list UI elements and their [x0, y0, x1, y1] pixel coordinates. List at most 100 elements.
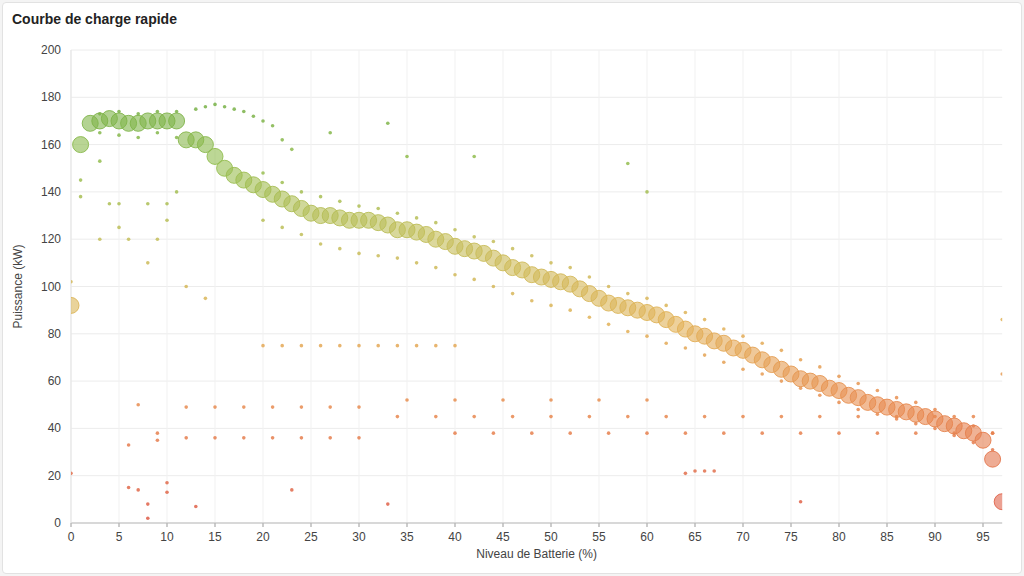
dot-point — [530, 299, 534, 303]
dot-point — [175, 190, 179, 194]
dot-point — [549, 415, 553, 419]
x-grid-line — [455, 50, 456, 523]
dot-point — [165, 490, 169, 494]
y-tick-label: 100 — [41, 280, 61, 294]
dot-point — [722, 360, 726, 364]
dot-point — [645, 398, 649, 402]
dot-point — [780, 379, 784, 383]
dot-point — [568, 431, 572, 435]
x-tick-label: 75 — [784, 530, 798, 544]
dot-point — [991, 431, 995, 435]
dot-point — [338, 344, 342, 348]
x-tick — [983, 523, 984, 527]
dot-point — [664, 415, 668, 419]
x-grid-line — [359, 50, 360, 523]
dot-point — [396, 415, 400, 419]
dot-point — [453, 398, 457, 402]
dot-point — [799, 358, 803, 362]
dot-point — [146, 516, 150, 520]
dot-point — [434, 221, 438, 225]
dot-point — [415, 261, 419, 265]
dot-point — [818, 415, 822, 419]
dot-point — [328, 436, 332, 440]
dot-point — [741, 334, 745, 338]
dot-point — [780, 349, 784, 353]
dot-point — [136, 136, 140, 140]
dot-point — [472, 155, 476, 159]
dot-point — [300, 233, 304, 237]
dot-point — [271, 405, 275, 409]
dot-point — [204, 297, 208, 301]
dot-point — [760, 372, 764, 376]
dot-point — [223, 105, 227, 109]
dot-point — [184, 436, 188, 440]
x-grid-line — [311, 50, 312, 523]
dot-point — [501, 398, 505, 402]
dot-point — [760, 341, 764, 345]
bubble-point — [994, 494, 1002, 510]
dot-point — [837, 401, 841, 405]
x-grid-line — [935, 50, 936, 523]
dot-point — [117, 202, 121, 206]
dot-point — [232, 107, 236, 111]
dot-point — [684, 472, 688, 476]
dot-point — [549, 261, 553, 265]
dot-point — [242, 405, 246, 409]
dot-point — [645, 334, 649, 338]
y-grid-line — [71, 475, 1002, 476]
x-tick-label: 60 — [640, 530, 654, 544]
dot-point — [511, 415, 515, 419]
dot-point — [156, 438, 160, 442]
grid — [71, 50, 1002, 523]
x-tick — [263, 523, 264, 527]
dot-point — [156, 431, 160, 435]
dot-point — [664, 304, 668, 308]
dot-point — [1000, 372, 1002, 376]
dot-point — [98, 237, 102, 241]
dot-point — [626, 292, 630, 296]
x-tick-label: 15 — [208, 530, 222, 544]
dot-point — [261, 344, 265, 348]
dot-point — [117, 133, 121, 137]
dot-point — [300, 344, 304, 348]
dot-point — [799, 431, 803, 435]
dot-point — [626, 330, 630, 334]
dot-point — [914, 431, 918, 435]
dot-point — [319, 242, 323, 246]
x-tick — [119, 523, 120, 527]
x-grid-line — [215, 50, 216, 523]
dot-point — [549, 398, 553, 402]
dot-point — [712, 469, 716, 473]
dot-point — [328, 131, 332, 135]
dot-point — [799, 500, 803, 504]
dot-point — [472, 415, 476, 419]
y-axis-label: Puissance (kW) — [11, 244, 25, 328]
dot-point — [588, 415, 592, 419]
y-tick-label: 200 — [41, 43, 61, 57]
dot-point — [568, 308, 572, 312]
x-grid-line — [983, 50, 984, 523]
bubble-point — [985, 451, 1001, 467]
dot-point — [386, 122, 390, 126]
x-tick — [311, 523, 312, 527]
series-dot — [71, 103, 1002, 520]
dot-point — [127, 486, 131, 490]
y-tick-label: 40 — [48, 421, 62, 435]
dot-point — [319, 344, 323, 348]
dot-point — [127, 237, 131, 241]
dot-point — [252, 114, 256, 118]
dot-point — [492, 240, 496, 244]
dot-point — [290, 488, 294, 492]
x-tick — [167, 523, 168, 527]
y-tick-label: 160 — [41, 138, 61, 152]
dot-point — [136, 403, 140, 407]
x-tick — [839, 523, 840, 527]
dot-point — [664, 341, 668, 345]
series-bubble — [71, 111, 1002, 510]
dot-point — [453, 431, 457, 435]
dot-point — [338, 200, 342, 204]
dot-point — [876, 431, 880, 435]
x-tick — [215, 523, 216, 527]
x-grid-line — [791, 50, 792, 523]
dot-point — [261, 119, 265, 123]
